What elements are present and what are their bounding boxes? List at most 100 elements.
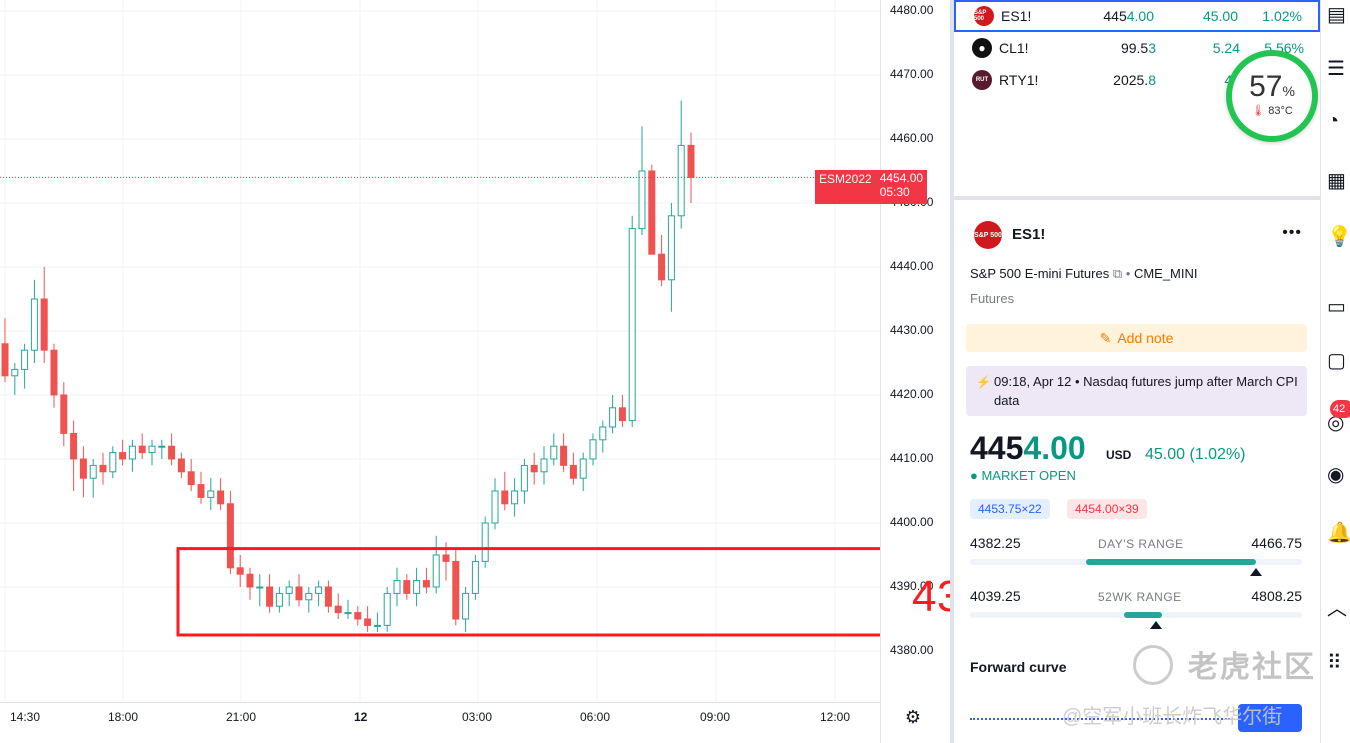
candle-body — [187, 471, 195, 486]
notifications-icon[interactable]: 🔔 — [1327, 522, 1350, 544]
time-tick-label: 06:00 — [580, 710, 611, 724]
candle-body — [403, 580, 411, 594]
candle-body — [1, 343, 9, 377]
watchlist: S&P 500 ES1! 4454.00 45.00 1.02% ● CL1! … — [954, 0, 1320, 200]
collapse-icon[interactable]: ︿ — [1327, 598, 1347, 620]
candle-body — [560, 445, 568, 466]
week52-range-marker — [1150, 621, 1162, 629]
oil-drop-icon: ● — [972, 38, 992, 58]
right-toolbar: ▤ ☰ ◔ ▦ 💡 ▭ ▢ ◎ ◉ 🔔 ︿ ⠿ — [1320, 0, 1350, 743]
highlight-box — [176, 547, 880, 637]
external-link-icon[interactable]: ⧉ — [1112, 266, 1126, 281]
candle-body — [511, 490, 519, 505]
price-axis[interactable] — [880, 0, 948, 743]
price-tag-symbol: ESM2022 — [819, 172, 872, 186]
candle-body — [599, 426, 607, 441]
alert-clock-icon[interactable]: ◔ — [1327, 110, 1340, 132]
candle-body — [609, 407, 617, 428]
candle-body — [628, 228, 636, 422]
tiger-logo-icon — [1133, 645, 1173, 685]
sp500-logo-icon: S&P 500 — [974, 6, 994, 26]
watchlist-row[interactable]: S&P 500 ES1! 4454.00 45.00 1.02% — [954, 0, 1320, 32]
price-tick-label: 4420.00 — [890, 387, 934, 401]
week52-range-low: 4039.25 — [970, 588, 1021, 604]
candle-body — [148, 445, 156, 454]
candle-body — [99, 464, 107, 473]
details-symbol[interactable]: ES1! — [1012, 226, 1046, 243]
candle-body — [334, 605, 342, 614]
ask-badge: 4454.00×39 — [1067, 499, 1147, 519]
lightbulb-icon[interactable]: 💡 — [1327, 226, 1350, 248]
cpu-unit: % — [1282, 83, 1295, 99]
news-headline[interactable]: ⚡ 09:18, Apr 12 • Nasdaq futures jump af… — [966, 366, 1307, 416]
broadcast-icon[interactable]: ◉ — [1327, 464, 1345, 486]
details-icon[interactable]: ☰ — [1327, 58, 1345, 80]
bid-badge: 4453.75×22 — [970, 499, 1050, 519]
comment-icon[interactable]: ▢ — [1327, 350, 1346, 372]
candle-body — [687, 144, 695, 178]
days-range-marker — [1250, 568, 1262, 576]
candle-body — [89, 464, 97, 479]
candle-body — [667, 215, 675, 281]
watchlist-row[interactable]: ● CL1! 99.53 5.24 5.56% — [954, 32, 1320, 64]
add-note-button[interactable]: ✎ Add note — [966, 324, 1307, 352]
watchlist-symbol: ES1! — [1001, 8, 1032, 24]
candle-body — [383, 592, 391, 626]
more-options-icon[interactable]: ••• — [1282, 224, 1302, 241]
candle-body — [275, 592, 283, 607]
candle-body — [324, 586, 332, 607]
symbol-details: S&P 500 ES1! ••• S&P 500 E-mini Futures … — [954, 204, 1320, 743]
candle-body — [109, 452, 117, 473]
candle-body — [354, 612, 362, 620]
candle-body — [540, 458, 548, 473]
candle-body — [256, 586, 264, 589]
days-range-bar — [970, 559, 1302, 565]
forward-curve-button[interactable] — [1238, 704, 1302, 732]
watchlist-percent: 1.02% — [1262, 8, 1302, 24]
watchlist-change: 45.00 — [1202, 8, 1238, 24]
candle-body — [246, 573, 254, 588]
candle-body — [11, 368, 19, 377]
price-tag-price: 4454.00 — [879, 171, 924, 185]
candle-body — [30, 298, 38, 351]
candle-body — [226, 503, 234, 569]
time-tick-label: 18:00 — [108, 710, 139, 724]
candle-body — [648, 170, 656, 255]
time-tick-label: 12:00 — [820, 710, 851, 724]
price-tick-label: 4410.00 — [890, 451, 934, 465]
cpu-temperature: 🌡 83°C — [1251, 105, 1293, 117]
more-icon[interactable]: ⠿ — [1327, 652, 1342, 674]
lightning-icon: ⚡ — [976, 375, 991, 389]
price-tick-label: 4440.00 — [890, 259, 934, 273]
watchlist-icon[interactable]: ▤ — [1327, 4, 1346, 26]
days-range-label: DAY'S RANGE — [1098, 537, 1184, 551]
last-price: 4454.00 — [970, 430, 1086, 466]
week52-range-label: 52WK RANGE — [1098, 590, 1182, 604]
right-panel: S&P 500 ES1! 4454.00 45.00 1.02% ● CL1! … — [950, 0, 1320, 743]
candle-body — [344, 612, 352, 615]
calendar-icon[interactable]: ▦ — [1327, 170, 1346, 192]
candlestick-chart[interactable] — [0, 0, 880, 702]
time-tick-label: 03:00 — [462, 710, 493, 724]
candle-body — [50, 349, 58, 396]
week52-range-high: 4808.25 — [1251, 588, 1302, 604]
price-tick-label: 4400.00 — [890, 515, 934, 529]
gear-icon[interactable]: ⚙ — [904, 707, 922, 727]
price-currency: USD — [1106, 448, 1132, 462]
candle-body — [40, 298, 48, 351]
chat-icon[interactable]: ▭ — [1327, 296, 1346, 318]
watchlist-last: 99.53 — [1120, 40, 1156, 56]
candle-body — [569, 464, 577, 479]
price-tick-label: 4480.00 — [890, 3, 934, 17]
candle-body — [79, 458, 87, 479]
candle-body — [530, 464, 538, 473]
time-axis[interactable] — [0, 702, 880, 743]
candle-body — [217, 490, 225, 505]
chart-area[interactable]: 4480.004470.004460.004450.004440.004430.… — [0, 0, 948, 743]
watchlist-symbol: CL1! — [999, 40, 1029, 56]
price-change: 45.00 (1.02%) — [1145, 446, 1246, 463]
watchlist-row[interactable]: RUT RTY1! 2025.8 48 — [954, 64, 1320, 96]
candle-body — [177, 458, 185, 473]
candle-body — [432, 554, 440, 588]
edit-icon: ✎ — [1099, 329, 1112, 346]
